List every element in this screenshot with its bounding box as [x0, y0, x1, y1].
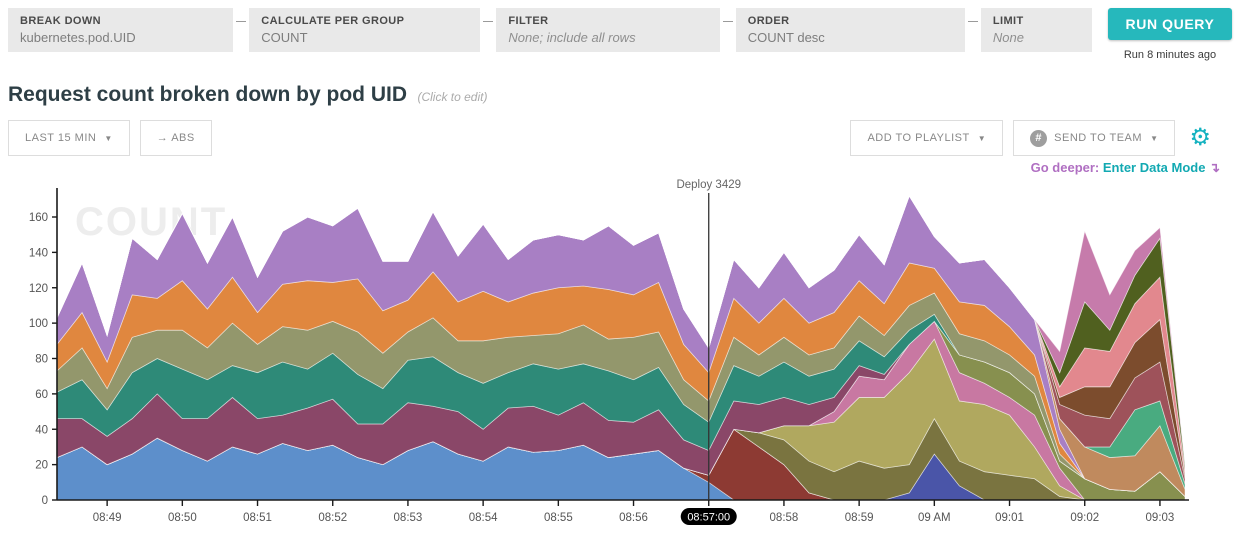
y-tick-label: 100 [29, 318, 48, 330]
query-box-filter[interactable]: FILTER None; include all rows [496, 8, 734, 52]
calculate-label: CALCULATE PER GROUP [261, 15, 405, 27]
breakdown-value: kubernetes.pod.UID [20, 30, 136, 45]
team-hash-icon: # [1030, 129, 1048, 147]
x-tick-highlight-pill [680, 508, 737, 525]
limit-value: None [992, 30, 1024, 45]
x-tick-label: 08:51 [243, 512, 272, 524]
query-box-limit[interactable]: LIMIT None [980, 8, 1092, 52]
abs-label: → ABS [156, 132, 195, 144]
y-tick-label: 80 [35, 354, 48, 366]
x-tick-label: 08:56 [619, 512, 648, 524]
abs-time-button[interactable]: → ABS [139, 120, 212, 156]
deploy-marker-label: Deploy 3429 [676, 179, 741, 191]
go-deeper-row: Go deeper: Enter Data Mode ↴ [1031, 160, 1220, 176]
limit-label: LIMIT [992, 15, 1024, 27]
x-tick-label: 09:01 [995, 512, 1024, 524]
add-to-playlist-dropdown[interactable]: ADD TO PLAYLIST ▼ [850, 120, 1004, 156]
toolbar-left: LAST 15 MIN ▼ → ABS [8, 120, 222, 156]
send-to-team-label: SEND TO TEAM [1054, 132, 1143, 144]
x-tick-label: 09:03 [1146, 512, 1175, 524]
y-tick-label: 20 [35, 460, 48, 472]
title-edit-hint: (Click to edit) [417, 90, 488, 104]
x-tick-label: 08:50 [168, 512, 197, 524]
time-range-label: LAST 15 MIN [25, 132, 97, 144]
go-deeper-label: Go deeper: [1030, 160, 1100, 175]
calculate-value: COUNT [261, 30, 308, 45]
title-row: Request count broken down by pod UID (Cl… [0, 61, 1240, 107]
y-tick-label: 140 [29, 247, 48, 259]
gear-icon[interactable]: ⚙ [1189, 124, 1211, 151]
x-tick-label: 08:55 [544, 512, 573, 524]
query-box-breakdown[interactable]: BREAK DOWN kubernetes.pod.UID [8, 8, 247, 52]
x-tick-label: 08:52 [318, 512, 347, 524]
chevron-down-icon: ▼ [1150, 133, 1159, 143]
order-label: ORDER [747, 15, 790, 27]
filter-value: None; include all rows [508, 30, 636, 45]
y-tick-label: 160 [29, 212, 48, 224]
chevron-down-icon: ▼ [104, 133, 113, 143]
chart-svg[interactable]: COUNT 0 20 40 60 80 100 120 140 160 08:49 08:50 08:5… [0, 175, 1240, 537]
count-watermark: COUNT [75, 200, 227, 244]
x-tick-label: 08:53 [394, 512, 423, 524]
toolbar-right: ADD TO PLAYLIST ▼ # SEND TO TEAM ▼ ⚙ [850, 120, 1211, 156]
breakdown-label: BREAK DOWN [20, 15, 101, 27]
x-tick-label: 08:59 [845, 512, 874, 524]
filter-label: FILTER [508, 15, 549, 27]
order-value: COUNT desc [747, 30, 825, 45]
chart-container: COUNT 0 20 40 60 80 100 120 140 160 08:49 08:50 08:5… [0, 175, 1240, 537]
axes [56, 188, 1189, 501]
add-to-playlist-label: ADD TO PLAYLIST [867, 132, 970, 144]
y-tick-label: 120 [29, 283, 48, 295]
time-range-dropdown[interactable]: LAST 15 MIN ▼ [8, 120, 130, 156]
x-tick-label: 08:54 [469, 512, 498, 524]
enter-data-mode-link[interactable]: Enter Data Mode [1102, 160, 1206, 175]
x-tick-label-highlight: 08:57:00 [687, 512, 730, 524]
x-tick-label: 09:02 [1070, 512, 1099, 524]
y-tick-label: 60 [35, 389, 48, 401]
x-tick-label: 08:49 [93, 512, 122, 524]
query-box-order[interactable]: ORDER COUNT desc [735, 8, 979, 52]
last-run-status: Run 8 minutes ago [1123, 49, 1217, 61]
y-tick-label: 40 [35, 424, 48, 436]
page-title[interactable]: Request count broken down by pod UID [8, 83, 407, 106]
chevron-down-icon: ▼ [977, 133, 987, 143]
x-tick-label: 09 AM [918, 512, 951, 524]
run-query-button[interactable]: RUN QUERY [1108, 8, 1232, 40]
query-box-calculate[interactable]: CALCULATE PER GROUP COUNT [249, 8, 494, 52]
y-tick-label: 0 [42, 495, 48, 507]
down-arrow-icon: ↴ [1209, 160, 1220, 175]
send-to-team-dropdown[interactable]: # SEND TO TEAM ▼ [1013, 120, 1176, 156]
x-tick-label: 08:58 [770, 512, 799, 524]
area-series-pod-mauve-top [56, 194, 1186, 465]
query-builder: BREAK DOWN kubernetes.pod.UID CALCULATE … [0, 0, 1240, 61]
